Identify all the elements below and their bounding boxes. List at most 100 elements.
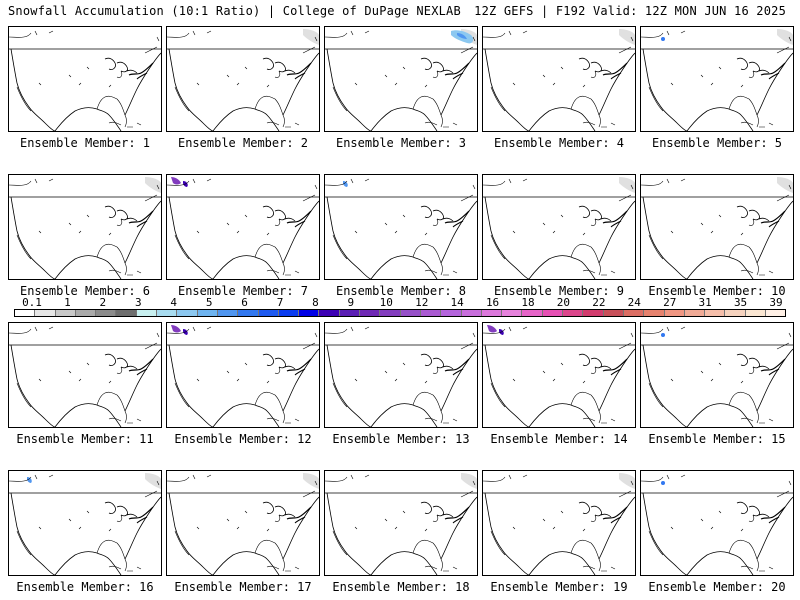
ensemble-member-label: Ensemble Member: 14 [490, 432, 628, 446]
legend-swatch [644, 310, 665, 316]
legend-swatch [197, 310, 218, 316]
north-america-map [641, 177, 793, 279]
north-america-map [483, 473, 635, 575]
map-title: Snowfall Accumulation (10:1 Ratio) | Col… [8, 4, 461, 18]
legend-tick-label: 6 [241, 296, 248, 309]
ensemble-member-label: Ensemble Member: 3 [335, 136, 467, 150]
north-america-map [483, 177, 635, 279]
ensemble-member-label: Ensemble Member: 4 [493, 136, 625, 150]
legend-swatch [55, 310, 76, 316]
legend-swatch [522, 310, 543, 316]
north-america-map [325, 178, 477, 279]
legend-swatch [441, 310, 462, 316]
legend-tick-label: 27 [663, 296, 677, 309]
ensemble-member-map [166, 26, 320, 132]
ensemble-member-label: Ensemble Member: 8 [335, 284, 467, 298]
legend-tick-label: 24 [627, 296, 641, 309]
legend-tick-label: 35 [733, 296, 748, 309]
ensemble-member-label: Ensemble Member: 10 [648, 284, 786, 298]
ensemble-member-map [166, 174, 320, 280]
legend-swatch [623, 310, 645, 316]
north-america-map [483, 325, 635, 427]
north-america-map [167, 473, 319, 575]
legend-swatch [542, 310, 564, 316]
legend-tick-label: 18 [521, 296, 535, 309]
legend-swatch [319, 310, 340, 316]
ensemble-member-label: Ensemble Member: 9 [493, 284, 625, 298]
legend-tick-label: 4 [170, 296, 178, 309]
legend-swatch [664, 310, 685, 316]
ensemble-member-map [324, 470, 478, 576]
legend-tick-label: 8 [312, 296, 319, 309]
north-america-map [325, 29, 477, 131]
north-america-map [641, 29, 793, 131]
legend-tick-label: 12 [415, 296, 429, 309]
legend-swatch [502, 310, 523, 316]
north-america-map [9, 30, 161, 131]
legend-swatch [745, 310, 766, 316]
ensemble-member-map [482, 174, 636, 280]
ensemble-member-map [640, 322, 794, 428]
ensemble-member-label: Ensemble Member: 20 [648, 580, 786, 594]
legend-swatch [15, 310, 36, 316]
ensemble-member-label: Ensemble Member: 6 [19, 284, 151, 298]
ensemble-member-map [482, 26, 636, 132]
legend-swatch [360, 310, 381, 316]
legend-swatch [116, 310, 137, 316]
legend-tick-label: 22 [592, 296, 606, 309]
legend-swatch [583, 310, 604, 316]
model-run-info: 12Z GEFS | F192 Valid: 12Z MON JUN 16 20… [474, 4, 786, 18]
ensemble-member-label: Ensemble Member: 15 [648, 432, 786, 446]
north-america-map [167, 29, 319, 131]
ensemble-member-label: Ensemble Member: 5 [651, 136, 783, 150]
legend-swatch [157, 310, 178, 316]
north-america-map [167, 177, 319, 279]
legend-swatch [96, 310, 117, 316]
ensemble-member-label: Ensemble Member: 19 [490, 580, 628, 594]
legend-tick-label: 31 [698, 296, 712, 309]
ensemble-member-map [166, 322, 320, 428]
legend-tick-label: 20 [556, 296, 571, 309]
legend-swatch [136, 310, 158, 316]
legend-swatch [217, 310, 239, 316]
north-america-map [641, 326, 793, 427]
ensemble-member-label: Ensemble Member: 12 [174, 432, 312, 446]
legend-swatch [563, 310, 584, 316]
ensemble-member-label: Ensemble Member: 7 [177, 284, 309, 298]
ensemble-member-map [8, 470, 162, 576]
legend-swatch [603, 310, 624, 316]
ensemble-member-map [8, 174, 162, 280]
legend-swatch [481, 310, 503, 316]
ensemble-member-map [640, 470, 794, 576]
legend-tick-label: 3 [134, 296, 142, 309]
ensemble-member-label: Ensemble Member: 1 [19, 136, 151, 150]
legend-swatch [35, 310, 56, 316]
legend-tick-label: 14 [450, 296, 464, 309]
legend-swatch [258, 310, 279, 316]
north-america-map [167, 325, 319, 427]
legend-swatch [177, 310, 198, 316]
ensemble-member-label: Ensemble Member: 11 [16, 432, 154, 446]
legend-tick-label: 0.1 [22, 296, 42, 309]
ensemble-member-label: Ensemble Member: 13 [332, 432, 470, 446]
legend-swatch [339, 310, 361, 316]
legend-swatch [400, 310, 421, 316]
legend-tick-label: 10 [379, 296, 393, 309]
legend-swatch [461, 310, 482, 316]
legend-swatch [299, 310, 320, 316]
legend-tick-label: 1 [64, 296, 71, 309]
legend-tick-label: 16 [485, 296, 500, 309]
north-america-map [9, 473, 161, 575]
ensemble-member-label: Ensemble Member: 16 [16, 580, 154, 594]
legend-swatch [705, 310, 726, 316]
snowfall-color-legend [14, 309, 786, 317]
ensemble-member-map [166, 470, 320, 576]
ensemble-member-map [8, 322, 162, 428]
ensemble-member-map [640, 174, 794, 280]
ensemble-member-map [324, 322, 478, 428]
north-america-map [325, 473, 477, 575]
legend-swatch [278, 310, 300, 316]
legend-swatch [765, 310, 786, 316]
legend-swatch [238, 310, 259, 316]
north-america-map [9, 177, 161, 279]
